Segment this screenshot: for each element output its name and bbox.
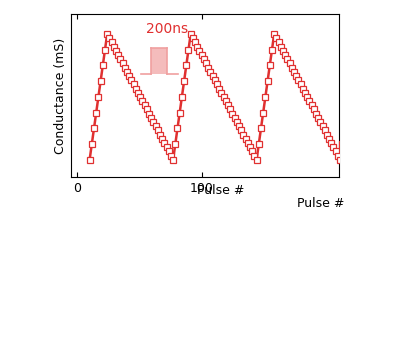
Text: Pulse #: Pulse # — [297, 196, 344, 210]
Text: Pulse #: Pulse # — [197, 184, 244, 197]
Text: 200ns: 200ns — [146, 22, 188, 36]
Bar — [151, 48, 167, 74]
Y-axis label: Conductance (mS): Conductance (mS) — [54, 38, 67, 154]
